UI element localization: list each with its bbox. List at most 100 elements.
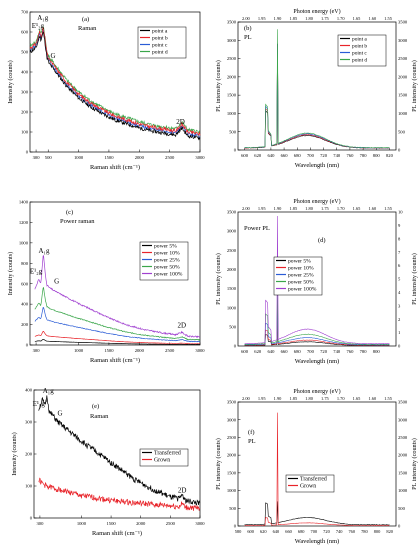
panel-e: 300 1000 1500 2000 2500 3000 0 100 200 300 400 Rama… [11, 387, 205, 537]
legend-box [337, 34, 387, 67]
peak-label: A₁g [43, 387, 54, 395]
top-tick-label: 1.75 [321, 16, 329, 21]
x-tick-label: 700 [311, 529, 318, 534]
y-right-tick-label: 5 [398, 277, 401, 282]
plot-frame-d [237, 211, 397, 347]
panel-annotation: Power raman [60, 218, 95, 225]
y-tick-label: 2500 [227, 56, 237, 61]
y-tick-label: 300 [21, 90, 29, 95]
x-tick-label: 580 [235, 529, 242, 534]
peak-label: E¹₂g [30, 268, 43, 276]
y-tick-label: 0 [26, 150, 29, 155]
y-tick-label: 200 [21, 322, 29, 327]
x-tick-label: 640 [267, 153, 275, 158]
y-tick-label: 1000 [227, 305, 237, 310]
x-axis-label: Wavelength (nm) [295, 358, 339, 365]
x-tick-label: 640 [267, 349, 275, 354]
y-right-axis-label: PL intensity (counts) [411, 438, 418, 490]
x-axis-label: Raman shift (cm⁻¹) [90, 357, 140, 364]
top-tick-label: 1.95 [258, 396, 266, 401]
legend-label: Grown [154, 458, 170, 464]
series-line-transferred [38, 395, 201, 506]
y-right-tick-label: 1000 [398, 488, 408, 493]
y-axis-label: PL intensity (counts) [215, 438, 222, 490]
x-tick-label: 620 [254, 349, 262, 354]
top-tick-label: 1.85 [289, 206, 297, 211]
x-axis-label: Wavelength (nm) [295, 162, 339, 169]
x-tick-label: 620 [254, 153, 262, 158]
series-line-grown [38, 477, 201, 511]
y-tick-label: 500 [229, 506, 237, 511]
series-line-point-d [244, 29, 390, 149]
panel-c: 300 1000 1500 2000 2500 3000 0 200 400 600 800 1000… [7, 200, 205, 364]
legend-label: power 10% [288, 266, 314, 272]
series-line-point-b [29, 27, 201, 136]
x-tick-label: 660 [285, 529, 292, 534]
peak-label: G [54, 278, 59, 286]
peak-label: E¹₂g [32, 22, 45, 30]
top-tick-label: 1.80 [305, 206, 313, 211]
y-right-tick-label: 500 [398, 129, 406, 134]
series-line-power50 [34, 286, 201, 341]
y-tick-label: 2000 [227, 74, 237, 79]
legend-label: power 10% [154, 251, 180, 257]
x-tick-label: 3000 [195, 155, 205, 160]
legend-label: point b [152, 36, 168, 42]
x-tick-label: 780 [360, 153, 368, 158]
y-tick-label: 0 [234, 524, 237, 529]
legend-label: Grown [300, 484, 316, 490]
y-axis-label: PL intensity (counts) [215, 253, 222, 305]
x-tick-label: 700 [307, 349, 315, 354]
legend-label: point a [352, 37, 367, 43]
panel-annotation: PL [244, 34, 252, 41]
panel-annotation: Raman [78, 25, 97, 32]
legend-label: point d [352, 58, 367, 64]
series-line-power25 [244, 299, 390, 346]
y-right-tick-label: 7 [398, 250, 401, 255]
y-right-tick-label: 2500 [398, 435, 408, 440]
legend-label: point d [152, 50, 168, 56]
legend-label: point c [352, 51, 367, 57]
top-tick-label: 1.90 [274, 206, 282, 211]
x-tick-label: 660 [281, 153, 289, 158]
y-tick-label: 3500 [227, 210, 237, 215]
x-axis-label: Raman shift (cm⁻¹) [92, 530, 142, 537]
y-tick-label: 400 [25, 388, 33, 393]
legend-label: power 100% [288, 287, 317, 293]
peak-label: 2D [176, 118, 185, 126]
x-tick-label: 740 [336, 529, 343, 534]
peak-label: A₁g [38, 247, 49, 255]
x-tick-label: 600 [247, 529, 254, 534]
top-tick-label: 1.70 [337, 396, 345, 401]
x-tick-label: 1500 [106, 521, 116, 526]
x-tick-label: 2000 [135, 348, 145, 353]
y-right-tick-label: 1000 [398, 111, 408, 116]
panel-label: (f) [248, 429, 255, 436]
panel-a: 300 500 1000 1500 2000 2500 3000 0 100 200 300 400 5… [7, 10, 205, 171]
panel-d: 2.00 1.95 1.90 1.85 1.80 1.75 1.70 1.65 1.60 1.55… [215, 198, 418, 365]
x-tick-label: 760 [346, 349, 354, 354]
panel-f: 0 0 500 500 1000 1000 1500 1500 2000 2000 2500 2500… [215, 388, 418, 545]
y-tick-label: 600 [21, 281, 29, 286]
y-tick-label: 1500 [227, 93, 237, 98]
top-tick-label: 1.70 [337, 206, 345, 211]
y-tick-label: 100 [21, 130, 29, 135]
y-tick-label: 2000 [227, 267, 237, 272]
x-tick-label: 1500 [104, 348, 114, 353]
x-tick-label: 660 [281, 349, 289, 354]
y-tick-label: 0 [30, 516, 33, 521]
y-right-tick-label: 3500 [398, 400, 408, 405]
top-axis-label: Photon energy (eV) [293, 8, 340, 15]
y-tick-label: 0 [26, 343, 29, 348]
y-tick-label: 500 [229, 129, 237, 134]
legend-label: Transferred [300, 476, 327, 483]
x-tick-label: 3000 [195, 348, 205, 353]
x-tick-label: 1000 [74, 155, 84, 160]
legend-label: power 25% [288, 273, 314, 279]
top-tick-label: 1.95 [258, 206, 266, 211]
series-line-transferred [244, 501, 390, 526]
series-line-point-a [244, 44, 390, 149]
panel-label: (d) [318, 237, 326, 244]
series-line-point-c [29, 29, 201, 139]
